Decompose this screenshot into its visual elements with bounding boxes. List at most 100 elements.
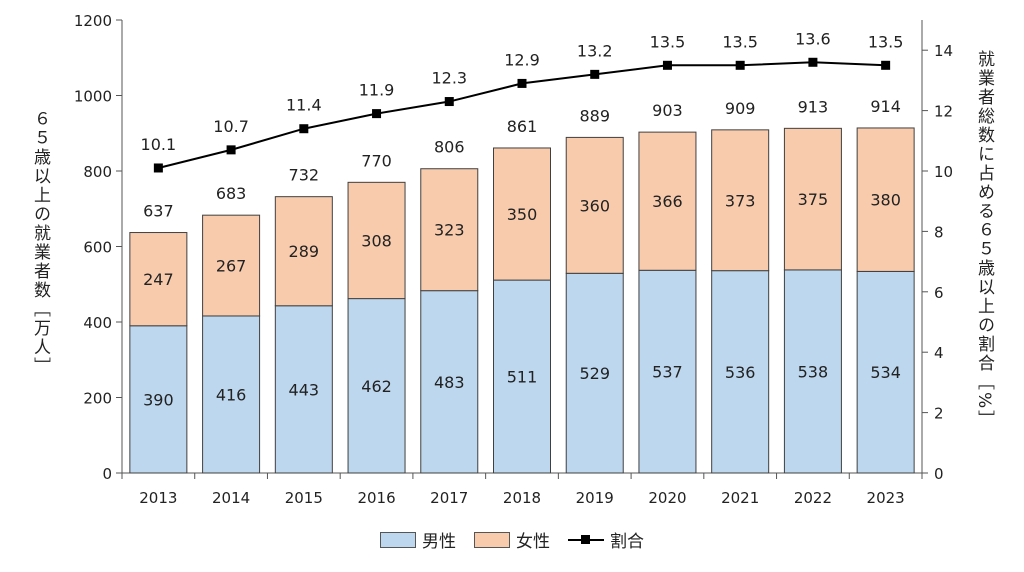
data-label-female: 308 — [361, 231, 392, 250]
legend-swatch-male — [380, 531, 416, 548]
bar-segment-female — [711, 129, 770, 272]
y-tick-label-right: 0 — [934, 465, 944, 483]
legend-label-male: 男性 — [422, 532, 456, 552]
x-tick-label: 2014 — [212, 489, 250, 507]
y-tick-label-right: 14 — [934, 42, 953, 60]
data-label-total: 732 — [289, 166, 320, 185]
legend-label-female: 女性 — [516, 532, 550, 552]
y-tick-label-left: 400 — [83, 314, 112, 332]
data-label-ratio: 13.5 — [868, 32, 904, 51]
bar-segment-male — [493, 279, 551, 474]
y-tick-label-right: 10 — [934, 163, 953, 181]
x-tick-label: 2019 — [576, 489, 614, 507]
x-tick-label: 2018 — [503, 489, 541, 507]
bar-segment-female — [565, 136, 624, 274]
ratio-marker — [662, 60, 672, 70]
bar-segment-female — [129, 232, 188, 327]
legend-item-female: 女性 — [474, 527, 550, 552]
x-tick-label: 2020 — [648, 489, 686, 507]
data-label-total: 889 — [579, 106, 610, 125]
x-tick-label: 2016 — [357, 489, 395, 507]
data-label-male: 462 — [361, 377, 392, 396]
data-label-ratio: 13.6 — [795, 29, 831, 48]
legend: 男性 女性 割合 — [380, 527, 662, 552]
data-label-total: 903 — [652, 101, 683, 120]
y-tick-label-right: 4 — [934, 344, 944, 362]
legend-label-ratio: 割合 — [610, 532, 644, 552]
y-tick-label-right: 12 — [934, 103, 953, 121]
data-label-female: 360 — [579, 196, 610, 215]
data-label-female: 366 — [652, 192, 683, 211]
data-label-female: 380 — [870, 191, 901, 210]
legend-swatch-female — [474, 531, 510, 548]
data-label-male: 537 — [652, 363, 683, 382]
bar-segment-male — [274, 305, 333, 474]
bar-segment-female — [856, 127, 915, 272]
data-label-male: 443 — [289, 380, 320, 399]
data-label-male: 416 — [216, 385, 247, 404]
bar-segment-female — [347, 181, 406, 300]
y-tick-label-left: 1200 — [74, 12, 112, 30]
ratio-marker — [372, 109, 382, 119]
y-tick-label-left: 800 — [83, 163, 112, 181]
ratio-line-series — [153, 57, 891, 173]
y-tick-label-left: 0 — [102, 465, 112, 483]
bar-segment-male — [565, 272, 624, 474]
data-label-ratio: 10.1 — [141, 135, 177, 154]
data-label-ratio: 11.9 — [359, 81, 395, 100]
data-label-female: 373 — [725, 191, 756, 210]
data-label-total: 806 — [434, 138, 465, 157]
bar-segment-female — [783, 127, 842, 271]
bar-segment-male — [347, 298, 406, 474]
ratio-marker — [517, 78, 527, 88]
y-axis-label-left: ６５歳以上の就業者数［万人］ — [30, 110, 50, 376]
ratio-marker — [735, 60, 745, 70]
bar-segment-female — [493, 147, 551, 281]
ratio-marker — [808, 57, 818, 67]
data-label-female: 323 — [434, 221, 465, 240]
ratio-marker — [299, 124, 309, 134]
data-label-total: 861 — [507, 117, 538, 136]
data-label-ratio: 12.3 — [431, 69, 467, 88]
x-tick-label: 2022 — [794, 489, 832, 507]
bar-segment-female — [420, 168, 479, 292]
data-label-total: 909 — [725, 99, 756, 118]
data-label-total: 914 — [870, 97, 901, 116]
data-label-female: 267 — [216, 257, 247, 276]
y-tick-label-right: 2 — [934, 405, 944, 423]
x-tick-label: 2013 — [139, 489, 177, 507]
data-label-total: 683 — [216, 184, 247, 203]
y-tick-label-left: 200 — [83, 390, 112, 408]
data-label-male: 536 — [725, 363, 756, 382]
y-tick-label-right: 8 — [934, 223, 944, 241]
bar-segment-male — [129, 325, 188, 474]
legend-swatch-ratio — [568, 532, 604, 548]
data-label-male: 483 — [434, 373, 465, 392]
ratio-marker — [444, 97, 454, 107]
ratio-marker — [881, 60, 891, 70]
data-label-male: 538 — [798, 362, 829, 381]
data-labels: 390 247 637 416 267 683 443 289 732 462 308 770 483 3… — [141, 29, 904, 409]
ratio-marker — [153, 163, 163, 173]
bar-segment-female — [202, 214, 261, 317]
data-label-total: 770 — [361, 151, 392, 170]
ratio-marker — [590, 69, 600, 79]
data-label-ratio: 11.4 — [286, 96, 322, 115]
data-label-ratio: 10.7 — [213, 117, 249, 136]
y-tick-label-left: 1000 — [74, 88, 112, 106]
data-label-total: 637 — [143, 202, 174, 221]
data-label-total: 913 — [798, 97, 829, 116]
bar-segment-male — [638, 269, 697, 474]
bar-segment-male — [420, 290, 479, 474]
data-label-ratio: 12.9 — [504, 50, 540, 69]
x-tick-label: 2023 — [867, 489, 905, 507]
bar-segment-female — [638, 131, 697, 271]
y-tick-label-right: 6 — [934, 284, 944, 302]
data-label-female: 289 — [289, 242, 320, 261]
data-label-female: 350 — [507, 205, 538, 224]
bars — [129, 127, 915, 474]
data-label-ratio: 13.5 — [650, 32, 686, 51]
bar-segment-female — [274, 196, 333, 307]
data-label-male: 390 — [143, 390, 174, 409]
